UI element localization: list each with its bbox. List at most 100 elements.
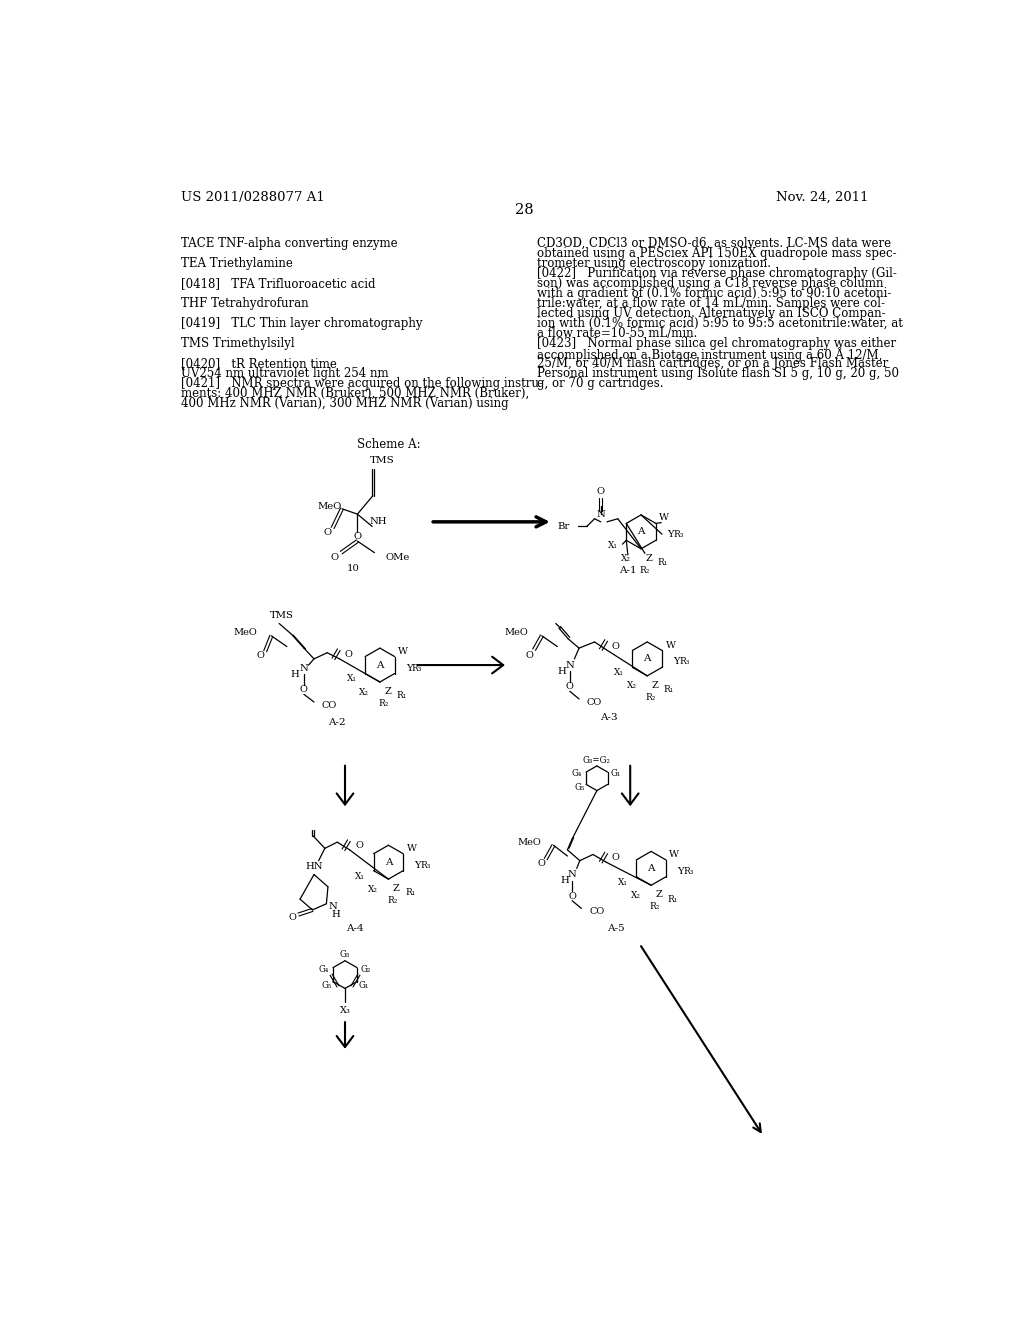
Text: O: O bbox=[300, 685, 308, 694]
Text: X₁: X₁ bbox=[355, 871, 366, 880]
Text: H: H bbox=[332, 909, 340, 919]
Text: W: W bbox=[407, 843, 417, 853]
Text: CO: CO bbox=[589, 907, 604, 916]
Text: A: A bbox=[385, 858, 392, 867]
Text: R₃: R₃ bbox=[421, 861, 431, 870]
Text: lected using UV detection. Alternatively an ISCO Compan-: lected using UV detection. Alternatively… bbox=[538, 308, 886, 319]
Text: 10: 10 bbox=[346, 565, 359, 573]
Text: CO: CO bbox=[587, 697, 602, 706]
Text: X₂: X₂ bbox=[631, 891, 641, 900]
Text: Z: Z bbox=[384, 686, 391, 696]
Text: OMe: OMe bbox=[385, 553, 410, 562]
Text: MeO: MeO bbox=[317, 502, 342, 511]
Text: G₃: G₃ bbox=[340, 950, 350, 960]
Text: R₁: R₁ bbox=[664, 685, 674, 694]
Text: Z: Z bbox=[393, 884, 399, 892]
Text: TEA Triethylamine: TEA Triethylamine bbox=[180, 257, 293, 271]
Text: A: A bbox=[637, 528, 645, 536]
Text: THF Tetrahydrofuran: THF Tetrahydrofuran bbox=[180, 297, 308, 310]
Text: R₃: R₃ bbox=[412, 664, 422, 673]
Text: R₁: R₁ bbox=[404, 888, 415, 898]
Text: Z: Z bbox=[655, 890, 663, 899]
Text: O: O bbox=[324, 528, 332, 537]
Text: X₃: X₃ bbox=[340, 1006, 350, 1015]
Text: MeO: MeO bbox=[505, 628, 528, 638]
Text: X₁: X₁ bbox=[618, 878, 628, 887]
Text: G₄: G₄ bbox=[318, 965, 329, 974]
Text: a flow rate=10-55 mL/min.: a flow rate=10-55 mL/min. bbox=[538, 327, 697, 341]
Text: CD3OD, CDCl3 or DMSO-d6, as solvents. LC-MS data were: CD3OD, CDCl3 or DMSO-d6, as solvents. LC… bbox=[538, 238, 891, 249]
Text: A-5: A-5 bbox=[607, 924, 625, 933]
Text: N: N bbox=[596, 510, 605, 519]
Text: X₁: X₁ bbox=[608, 541, 617, 550]
Text: R₂: R₂ bbox=[640, 566, 650, 574]
Text: O: O bbox=[257, 651, 264, 660]
Text: US 2011/0288077 A1: US 2011/0288077 A1 bbox=[180, 190, 325, 203]
Text: O: O bbox=[597, 487, 605, 495]
Text: Z: Z bbox=[645, 553, 652, 562]
Text: H: H bbox=[560, 876, 568, 886]
Text: R₂: R₂ bbox=[379, 700, 389, 708]
Text: R₃: R₃ bbox=[683, 867, 693, 876]
Text: W: W bbox=[398, 647, 409, 656]
Text: [0423]   Normal phase silica gel chromatography was either: [0423] Normal phase silica gel chromatog… bbox=[538, 337, 896, 350]
Text: trometer using electroscopy ionization.: trometer using electroscopy ionization. bbox=[538, 257, 771, 271]
Text: ments: 400 MHZ NMR (Bruker), 500 MHZ NMR (Bruker),: ments: 400 MHZ NMR (Bruker), 500 MHZ NMR… bbox=[180, 387, 529, 400]
Text: O: O bbox=[289, 913, 296, 923]
Text: MeO: MeO bbox=[517, 838, 541, 846]
Text: X₁: X₁ bbox=[614, 668, 624, 677]
Text: G₂: G₂ bbox=[360, 965, 371, 974]
Text: Y: Y bbox=[674, 657, 680, 667]
Text: X₂: X₂ bbox=[627, 681, 637, 690]
Text: X₂: X₂ bbox=[359, 688, 370, 697]
Text: R₂: R₂ bbox=[650, 903, 660, 911]
Text: [0420]   tR Retention time: [0420] tR Retention time bbox=[180, 358, 337, 370]
Text: with a gradient of (0.1% formic acid) 5:95 to 90:10 acetoni-: with a gradient of (0.1% formic acid) 5:… bbox=[538, 286, 892, 300]
Text: Y: Y bbox=[415, 861, 421, 870]
Text: X₁: X₁ bbox=[347, 675, 356, 684]
Text: 28: 28 bbox=[515, 203, 535, 216]
Text: W: W bbox=[659, 513, 670, 523]
Text: TMS Trimethylsilyl: TMS Trimethylsilyl bbox=[180, 337, 294, 350]
Text: R₂: R₂ bbox=[646, 693, 656, 702]
Text: A-4: A-4 bbox=[346, 924, 364, 933]
Text: O: O bbox=[330, 553, 338, 562]
Text: 25/M, or 40/M flash cartridges, or on a Jones Flash Master: 25/M, or 40/M flash cartridges, or on a … bbox=[538, 358, 889, 370]
Text: [0421]   NMR spectra were acquired on the following instru-: [0421] NMR spectra were acquired on the … bbox=[180, 378, 543, 391]
Text: TMS: TMS bbox=[270, 611, 294, 620]
Text: TACE TNF-alpha converting enzyme: TACE TNF-alpha converting enzyme bbox=[180, 238, 397, 249]
Text: Br: Br bbox=[557, 521, 569, 531]
Text: O: O bbox=[611, 642, 620, 651]
Text: ion with (0.1% formic acid) 5:95 to 95:5 acetonitrile:water, at: ion with (0.1% formic acid) 5:95 to 95:5… bbox=[538, 317, 903, 330]
Text: N: N bbox=[329, 903, 337, 911]
Text: G₄: G₄ bbox=[571, 770, 582, 777]
Text: NH: NH bbox=[370, 517, 387, 527]
Text: Y: Y bbox=[407, 664, 413, 673]
Text: H: H bbox=[290, 669, 299, 678]
Text: UV254 nm ultraviolet light 254 nm: UV254 nm ultraviolet light 254 nm bbox=[180, 367, 388, 380]
Text: R₃: R₃ bbox=[673, 531, 683, 540]
Text: O: O bbox=[345, 649, 353, 659]
Text: A: A bbox=[647, 863, 655, 873]
Text: W: W bbox=[670, 850, 679, 859]
Text: X₂: X₂ bbox=[368, 884, 378, 894]
Text: R₁: R₁ bbox=[396, 692, 407, 701]
Text: obtained using a PESciex API 150EX quadropole mass spec-: obtained using a PESciex API 150EX quadr… bbox=[538, 247, 897, 260]
Text: MeO: MeO bbox=[233, 628, 257, 638]
Text: accomplished on a Biotage instrument using a 60 Å 12/M,: accomplished on a Biotage instrument usi… bbox=[538, 347, 883, 362]
Text: HN: HN bbox=[305, 862, 323, 871]
Text: R₃: R₃ bbox=[679, 657, 689, 667]
Text: [0422]   Purification via reverse phase chromatography (Gil-: [0422] Purification via reverse phase ch… bbox=[538, 267, 897, 280]
Text: G₅: G₅ bbox=[574, 783, 585, 792]
Text: N: N bbox=[567, 870, 577, 879]
Text: g, or 70 g cartridges.: g, or 70 g cartridges. bbox=[538, 378, 664, 391]
Text: O: O bbox=[353, 532, 361, 541]
Text: 400 MHz NMR (Varian), 300 MHZ NMR (Varian) using: 400 MHz NMR (Varian), 300 MHZ NMR (Varia… bbox=[180, 397, 508, 411]
Text: O: O bbox=[355, 841, 362, 850]
Text: son) was accomplished using a C18 reverse phase column: son) was accomplished using a C18 revers… bbox=[538, 277, 884, 290]
Text: A: A bbox=[643, 655, 651, 664]
Text: A: A bbox=[376, 660, 384, 669]
Text: CO: CO bbox=[322, 701, 337, 710]
Text: G₁: G₁ bbox=[610, 770, 621, 777]
Text: Y: Y bbox=[668, 531, 674, 540]
